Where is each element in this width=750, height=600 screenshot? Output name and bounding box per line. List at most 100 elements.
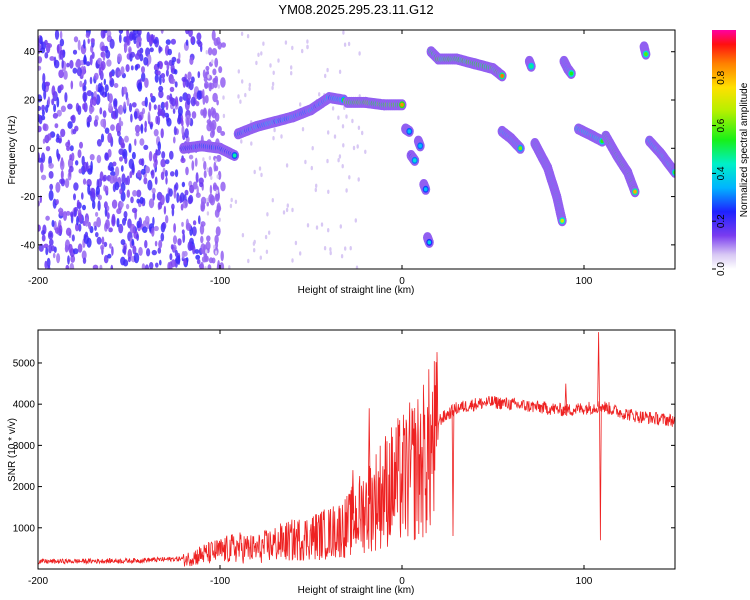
noise-blob [71,234,75,242]
noise-blob [204,83,208,89]
snr-y-label: SNR (10 * v/v) [7,418,18,482]
noise-blob [271,81,275,87]
noise-blob [228,265,231,269]
noise-blob [195,254,201,260]
noise-blob [216,154,222,162]
x-tick-label: -100 [210,576,230,587]
noise-blob [130,65,134,71]
noise-blob [252,241,256,246]
noise-blob [69,145,74,152]
noise-blob [134,111,138,120]
noise-blob [43,89,47,100]
noise-blob [205,65,210,71]
noise-blob [212,78,217,84]
noise-blob [357,125,361,130]
noise-blob [244,92,247,98]
noise-blob [89,154,95,161]
noise-blob [185,30,190,35]
noise-blob [174,81,178,88]
noise-blob [185,166,189,176]
noise-blob [144,264,149,269]
noise-blob [310,165,313,171]
noise-blob [357,177,360,182]
noise-blob [100,244,105,251]
noise-blob [38,125,42,133]
noise-blob [111,213,116,225]
noise-blob [119,201,124,208]
noise-blob [181,119,184,127]
noise-blob [176,192,180,203]
noise-blob [131,238,135,247]
noise-blob [45,104,49,113]
noise-blob [131,207,138,213]
noise-blob [41,234,46,242]
noise-blob [344,246,347,251]
noise-blob [315,183,318,188]
track-core [569,71,574,76]
noise-blob [51,98,55,106]
noise-blob [201,204,205,210]
noise-blob [145,215,150,225]
noise-blob [172,108,176,114]
noise-blob [118,148,124,155]
noise-blob [171,203,175,210]
noise-blob [65,141,71,148]
noise-blob [47,265,51,269]
noise-blob [137,82,143,92]
noise-blob [164,112,170,118]
noise-blob [207,47,213,56]
noise-blob [212,68,217,76]
noise-blob [68,168,72,177]
noise-blob [119,156,123,162]
noise-blob [41,104,45,112]
noise-blob [161,151,166,159]
colorbar-tick-label: 0.8 [716,70,727,84]
noise-blob [65,227,72,236]
noise-blob [206,201,209,207]
noise-blob [56,109,62,117]
noise-blob [119,188,123,195]
noise-blob [165,215,169,224]
y-tick-label: -20 [21,192,36,203]
snr-series-line [38,332,675,567]
noise-blob [331,106,335,111]
noise-blob [271,198,274,203]
noise-blob [151,169,155,179]
noise-blob [44,52,49,59]
noise-blob [124,135,129,143]
noise-blob [38,65,42,71]
noise-blob [203,160,207,171]
noise-blob [134,64,139,71]
noise-blob [189,56,194,65]
noise-blob [269,63,272,68]
noise-blob [66,62,70,68]
noise-blob [211,30,216,41]
noise-blob [41,109,45,117]
noise-blob [138,246,143,256]
noise-blob [38,105,42,111]
noise-blob [55,182,61,193]
noise-blob [206,235,211,242]
noise-blob [95,84,99,92]
noise-blob [60,128,66,138]
noise-blob [222,95,225,100]
noise-blob [154,74,159,83]
noise-blob [47,133,52,141]
noise-blob [70,255,76,263]
noise-blob [153,161,157,169]
noise-blob [205,241,211,251]
noise-blob [158,85,164,92]
noise-blob [134,124,141,133]
noise-blob [206,167,209,172]
y-tick-label: 2000 [13,482,36,493]
noise-blob [153,129,159,137]
noise-blob [56,133,60,140]
noise-blob [38,243,44,252]
noise-blob [191,111,197,119]
noise-blob [151,34,154,42]
noise-blob [177,238,182,246]
noise-blob [181,125,185,136]
noise-blob [136,189,142,198]
noise-blob [141,158,145,167]
